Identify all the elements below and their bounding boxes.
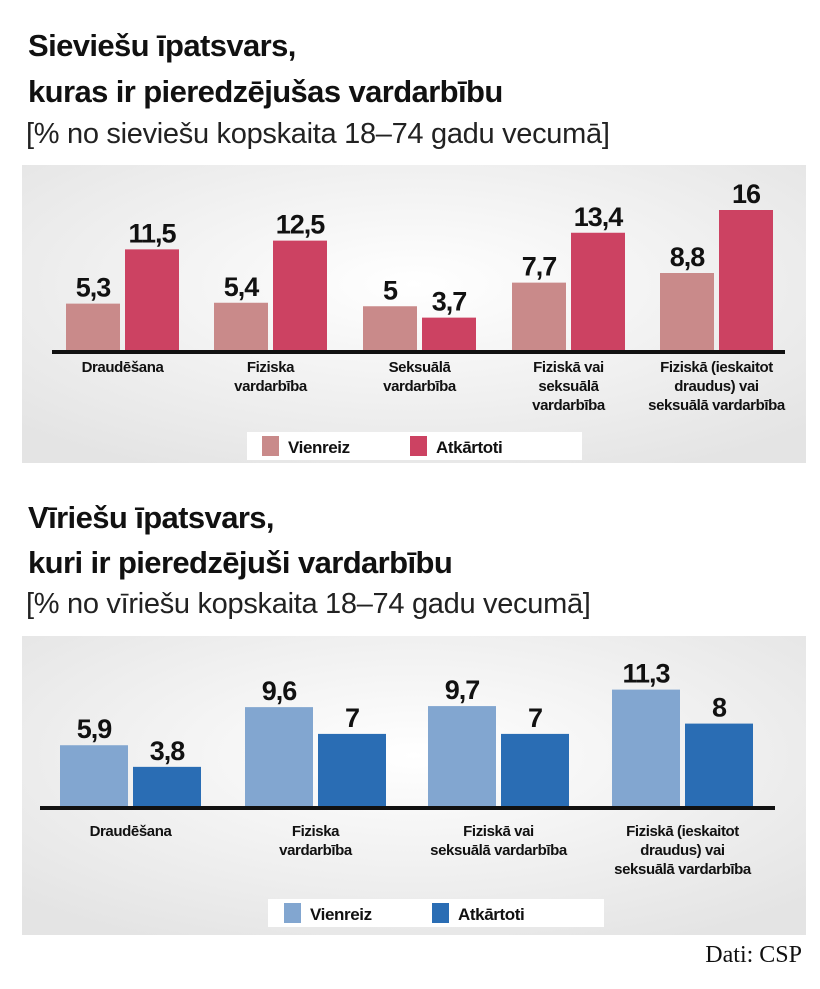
- bar-atkārtoti-4: [719, 210, 773, 350]
- category-label: vardarbība: [532, 397, 606, 414]
- legend-swatch: [262, 436, 279, 456]
- legend-swatch: [432, 903, 449, 923]
- data-label: 7: [528, 703, 542, 733]
- data-label: 7,7: [522, 252, 557, 282]
- category-label: Fiziskā (ieskaitot: [660, 359, 773, 376]
- category-label: Draudēšana: [82, 359, 165, 376]
- bar-vienreiz-2: [428, 706, 496, 806]
- category-label: Fiziskā vai: [463, 823, 534, 840]
- data-label: 16: [732, 179, 761, 209]
- chart1-subtitle: [% no sieviešu kopskaita 18–74 gadu vecu…: [26, 118, 610, 150]
- category-label: seksuālā: [538, 378, 599, 395]
- legend-swatch: [410, 436, 427, 456]
- data-label: 7: [345, 703, 359, 733]
- data-label: 5,4: [224, 272, 260, 302]
- bar-vienreiz-3: [612, 689, 680, 806]
- bar-atkārtoti-0: [125, 249, 179, 350]
- bar-atkārtoti-1: [273, 240, 327, 350]
- bar-vienreiz-3: [512, 282, 566, 350]
- data-label: 11,3: [622, 659, 670, 689]
- chart1-title-line1: Sieviešu īpatsvars,: [28, 28, 296, 63]
- baseline-axis: [52, 350, 785, 354]
- bar-vienreiz-0: [66, 303, 120, 350]
- data-label: 5,3: [76, 273, 112, 303]
- chart2-title-line1: Vīriešu īpatsvars,: [28, 500, 275, 535]
- bar-vienreiz-0: [60, 745, 128, 806]
- source-note: Dati: CSP: [705, 942, 802, 968]
- data-label: 11,5: [128, 218, 176, 248]
- category-label: draudus) vai: [674, 378, 759, 395]
- data-label: 3,7: [432, 287, 467, 317]
- category-label: Fiziskā vai: [533, 359, 604, 376]
- legend-label: Vienreiz: [310, 905, 372, 924]
- category-label: seksuālā vardarbība: [614, 861, 752, 878]
- data-label: 9,6: [262, 676, 298, 706]
- legend-label: Atkārtoti: [436, 438, 502, 457]
- baseline-axis: [40, 806, 775, 810]
- data-label: 5: [383, 275, 398, 305]
- category-label: vardarbība: [234, 378, 308, 395]
- bar-vienreiz-2: [363, 306, 417, 350]
- category-label: seksuālā vardarbība: [648, 397, 786, 414]
- data-label: 12,5: [276, 210, 326, 240]
- bar-atkārtoti-3: [571, 232, 625, 350]
- legend-label: Vienreiz: [288, 438, 350, 457]
- data-label: 8,8: [670, 242, 706, 272]
- bar-vienreiz-4: [660, 273, 714, 350]
- legend-label: Atkārtoti: [458, 905, 524, 924]
- category-label: seksuālā vardarbība: [430, 842, 568, 859]
- bar-atkārtoti-3: [685, 723, 753, 806]
- bar-atkārtoti-0: [133, 766, 201, 806]
- chart1-title-line2: kuras ir pieredzējušas vardarbību: [28, 74, 503, 109]
- data-label: 3,8: [150, 736, 186, 766]
- chart2-subtitle: [% no vīriešu kopskaita 18–74 gadu vecum…: [26, 588, 591, 620]
- category-label: vardarbība: [279, 842, 353, 859]
- bar-atkārtoti-2: [422, 317, 476, 350]
- category-label: vardarbība: [383, 378, 457, 395]
- data-label: 9,7: [445, 675, 480, 705]
- bar-atkārtoti-2: [501, 733, 569, 806]
- category-label: Seksuālā: [389, 359, 452, 376]
- category-label: draudus) vai: [640, 842, 725, 859]
- data-label: 8: [712, 693, 727, 723]
- category-label: Fiziska: [292, 823, 340, 840]
- bar-vienreiz-1: [214, 302, 268, 350]
- data-label: 5,9: [77, 714, 113, 744]
- legend-swatch: [284, 903, 301, 923]
- category-label: Draudēšana: [90, 823, 173, 840]
- chart2-title-line2: kuri ir pieredzējuši vardarbību: [28, 545, 453, 580]
- category-label: Fiziska: [247, 359, 295, 376]
- category-label: Fiziskā (ieskaitot: [626, 823, 739, 840]
- data-label: 13,4: [574, 202, 624, 232]
- bar-atkārtoti-1: [318, 733, 386, 806]
- bar-vienreiz-1: [245, 707, 313, 806]
